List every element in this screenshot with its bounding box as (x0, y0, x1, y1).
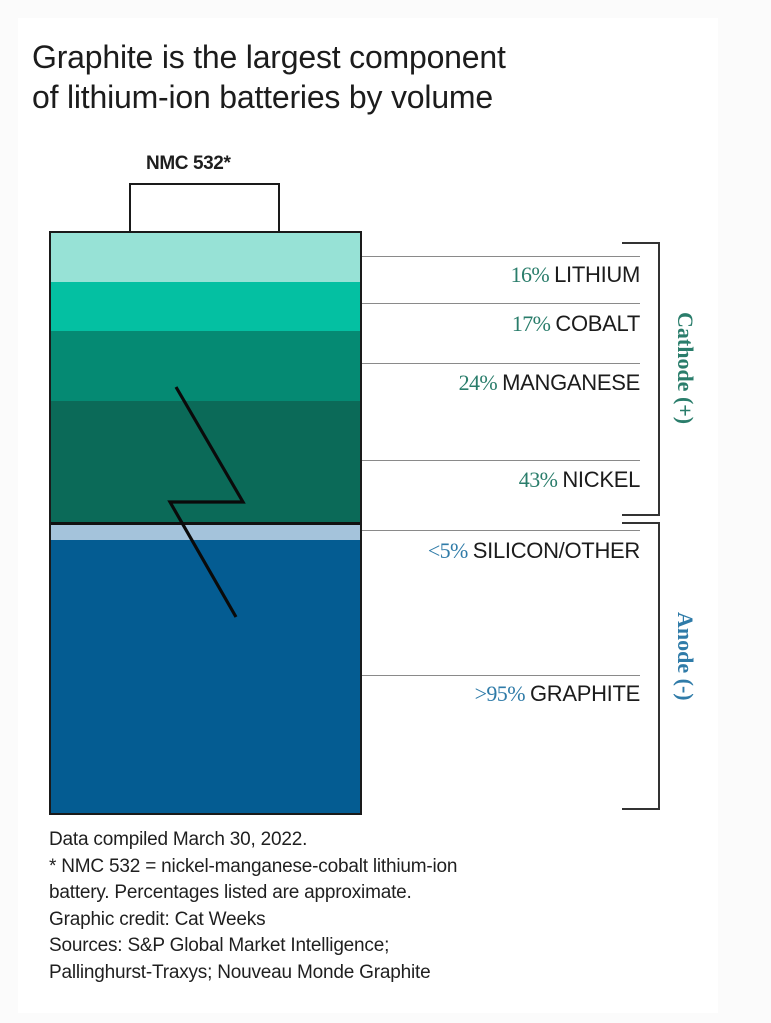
segment-cobalt (51, 282, 360, 331)
label-silicon-other: <5% SILICON/OTHER (428, 538, 640, 564)
chart-title: Graphite is the largest component of lit… (32, 37, 712, 117)
anode-bracket (622, 522, 660, 810)
note-nmc-definition-1: * NMC 532 = nickel-manganese-cobalt lith… (49, 855, 458, 877)
chart-title-line-2: of lithium-ion batteries by volume (32, 79, 493, 115)
cathode-bracket (622, 242, 660, 516)
name-manganese: MANGANESE (502, 370, 640, 395)
leader-line-graphite (362, 675, 640, 676)
chart-title-line-1: Graphite is the largest component (32, 39, 506, 75)
cathode-group-label: Cathode (+) (673, 312, 698, 425)
battery-type-label: NMC 532* (146, 153, 231, 174)
pct-manganese: 24% (458, 370, 498, 395)
battery-body (49, 231, 362, 815)
leader-line-silicon (362, 530, 640, 531)
label-lithium: 16% LITHIUM (510, 262, 641, 288)
note-sources-2: Pallinghurst-Traxys; Nouveau Monde Graph… (49, 961, 431, 983)
name-lithium: LITHIUM (554, 262, 640, 287)
pct-lithium: 16% (510, 262, 550, 287)
pct-graphite: >95% (474, 681, 526, 706)
label-cobalt: 17% COBALT (512, 311, 640, 337)
label-nickel: 43% NICKEL (518, 467, 641, 493)
pct-cobalt: 17% (511, 311, 551, 336)
segment-lithium (51, 233, 360, 282)
pct-nickel: 43% (518, 467, 558, 492)
footnotes: Data compiled March 30, 2022. * NMC 532 … (49, 827, 457, 986)
label-graphite: >95% GRAPHITE (474, 681, 641, 707)
segment-silicon-other (51, 525, 360, 540)
note-sources-1: Sources: S&P Global Market Intelligence; (49, 935, 390, 956)
name-graphite: GRAPHITE (529, 681, 640, 706)
leader-line-lithium (362, 256, 640, 257)
leader-line-manganese (362, 363, 640, 364)
note-nmc-definition-2: battery. Percentages listed are approxim… (49, 882, 412, 903)
battery-terminal (129, 183, 280, 231)
note-graphic-credit: Graphic credit: Cat Weeks (49, 908, 266, 930)
pct-silicon-other: <5% (427, 538, 469, 563)
cathode-anode-divider (51, 522, 360, 525)
segment-graphite (51, 540, 360, 813)
segment-manganese (51, 331, 360, 401)
name-nickel: NICKEL (562, 467, 640, 492)
leader-line-nickel (362, 460, 640, 461)
label-manganese: 24% MANGANESE (458, 370, 641, 396)
leader-line-cobalt (362, 303, 640, 304)
anode-group-label: Anode (-) (673, 612, 698, 701)
lightning-bolt-icon (167, 386, 246, 618)
name-cobalt: COBALT (555, 311, 640, 336)
name-silicon-other: SILICON/OTHER (472, 538, 641, 563)
note-data-compiled: Data compiled March 30, 2022. (49, 829, 308, 850)
